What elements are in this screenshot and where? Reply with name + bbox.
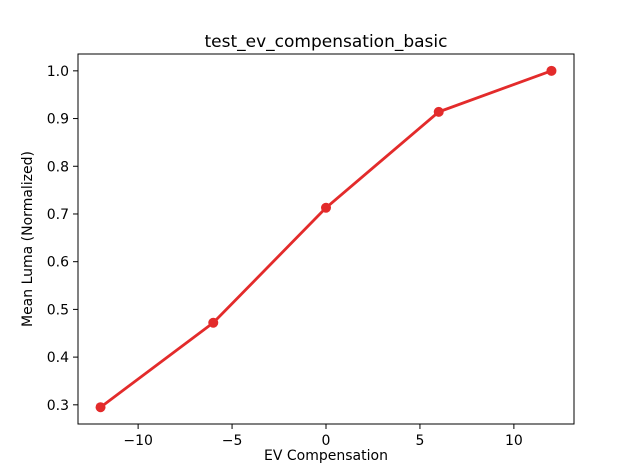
x-tick-label: 10 [505,433,523,449]
y-tick-label: 0.9 [47,112,69,128]
x-tick-label: 0 [322,433,331,449]
x-tick-label: −10 [123,433,153,449]
y-tick-label: 0.8 [47,159,69,175]
data-point [208,317,219,328]
x-axis-label: EV Compensation [264,448,388,464]
y-tick-label: 1.0 [47,64,69,80]
data-point [546,65,557,76]
y-tick-label: 0.3 [47,398,69,414]
y-tick-label: 0.6 [47,255,69,271]
y-tick-label: 0.5 [47,302,69,318]
x-tick-label: 5 [415,433,424,449]
y-tick-label: 0.7 [47,207,69,223]
data-point [321,202,331,213]
data-point [95,402,106,413]
x-tick-label: −5 [222,433,243,449]
data-point [433,106,444,117]
chart-title: test_ev_compensation_basic [204,32,448,52]
y-tick-label: 0.4 [47,350,69,366]
y-axis-label: Mean Luma (Normalized) [20,150,36,328]
